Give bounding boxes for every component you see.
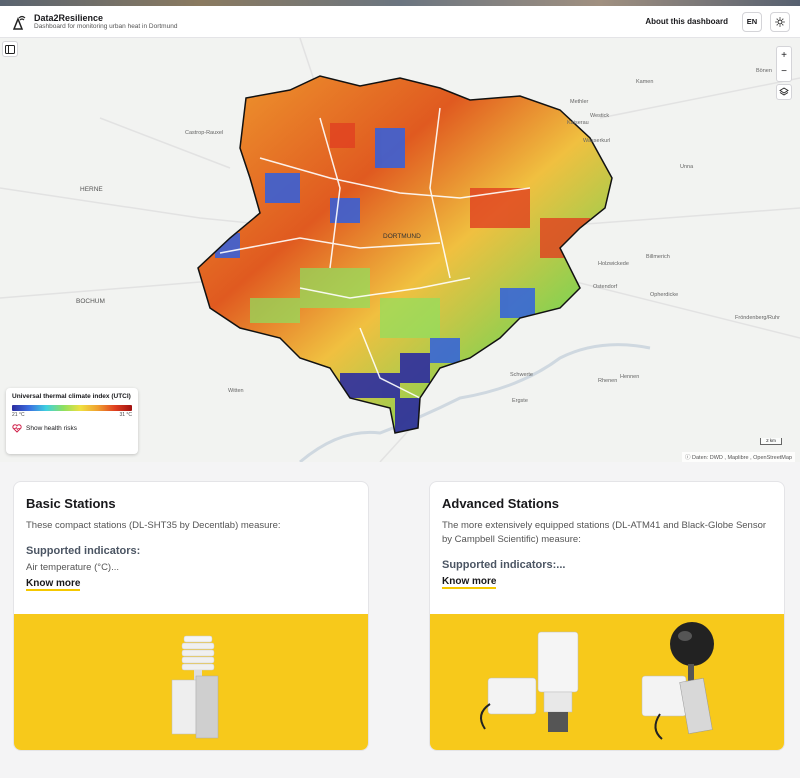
- place-label: Billmerich: [646, 254, 670, 260]
- card-title: Basic Stations: [26, 496, 116, 511]
- place-label: Hennen: [620, 374, 640, 380]
- card-title: Advanced Stations: [442, 496, 560, 511]
- place-label: Holzwickede: [598, 261, 629, 267]
- place-label: Opherdicke: [650, 292, 679, 298]
- place-label: Ergste: [512, 398, 528, 404]
- language-button[interactable]: EN: [742, 11, 762, 32]
- heart-pulse-icon: [12, 424, 22, 433]
- place-label: Castrop-Rauxel: [185, 130, 224, 136]
- card-description: These compact stations (DL-SHT35 by Dece…: [26, 520, 281, 531]
- place-label: HERNE: [80, 186, 103, 193]
- zoom-controls: + −: [776, 46, 792, 82]
- know-more-link[interactable]: Know more: [26, 578, 81, 591]
- sidebar-icon: [5, 44, 15, 54]
- legend-color-bar: [12, 405, 132, 411]
- sidebar-toggle-button[interactable]: [2, 41, 18, 57]
- place-label: Rhenen: [598, 378, 618, 384]
- place-label: Unna: [680, 164, 694, 170]
- scale-bar: 2 km: [760, 438, 782, 445]
- advanced-station-photo: [430, 614, 784, 750]
- layers-icon: [779, 87, 789, 96]
- map-basemap: [0, 38, 800, 462]
- basic-stations-card: Basic Stations These compact stations (D…: [13, 481, 369, 751]
- advanced-stations-card: Advanced Stations The more extensively e…: [429, 481, 785, 751]
- zoom-in-button[interactable]: +: [781, 50, 787, 61]
- health-risks-label: Show health risks: [26, 425, 77, 432]
- basic-station-photo: [14, 614, 368, 750]
- layers-button[interactable]: [776, 84, 792, 100]
- theme-toggle-button[interactable]: [770, 11, 790, 32]
- top-banner-strip: [0, 0, 800, 6]
- legend-title: Universal thermal climate index (UTCI): [12, 393, 131, 400]
- place-label: DORTMUND: [383, 233, 421, 240]
- about-link[interactable]: About this dashboard: [645, 17, 728, 26]
- place-label: Westick: [590, 113, 610, 119]
- zoom-out-button[interactable]: −: [781, 66, 787, 77]
- utci-legend: Universal thermal climate index (UTCI) 2…: [6, 388, 138, 454]
- place-label: Witten: [228, 388, 244, 394]
- antenna-logo-icon: [10, 13, 28, 31]
- place-label: Wasserkurl: [583, 138, 611, 144]
- show-health-risks-button[interactable]: Show health risks: [12, 424, 132, 433]
- legend-min-label: 21 °C: [12, 412, 25, 418]
- app-subtitle: Dashboard for monitoring urban heat in D…: [34, 22, 178, 30]
- place-label: Kamen: [636, 79, 654, 85]
- app-title: Data2Resilience: [34, 12, 104, 23]
- place-label: Ostendorf: [593, 284, 618, 290]
- place-label: BOCHUM: [76, 298, 105, 305]
- place-label: Schwerte: [510, 372, 533, 378]
- legend-max-label: 31 °C: [119, 412, 132, 418]
- place-label: Methler: [570, 99, 589, 105]
- know-more-link[interactable]: Know more: [442, 576, 497, 589]
- map-attribution[interactable]: ⓘ Daten: DWD , Maplibre , OpenStreetMap: [682, 452, 795, 462]
- card-description: The more extensively equipped stations (…: [442, 520, 767, 545]
- indicator-text: Air temperature (°C)...: [26, 562, 120, 573]
- sun-icon: [775, 16, 785, 27]
- heat-map[interactable]: + − Castrop-Rauxel HERNE BOCHUM Witten D…: [0, 38, 800, 462]
- supported-indicators-heading: Supported indicators:...: [442, 559, 566, 571]
- app-header: Data2Resilience Dashboard for monitoring…: [0, 6, 800, 38]
- place-label: Bönen: [756, 68, 772, 74]
- place-label: Kaiserau: [567, 120, 589, 126]
- supported-indicators-heading: Supported indicators:: [26, 545, 141, 557]
- place-label: Fröndenberg/Ruhr: [735, 315, 780, 321]
